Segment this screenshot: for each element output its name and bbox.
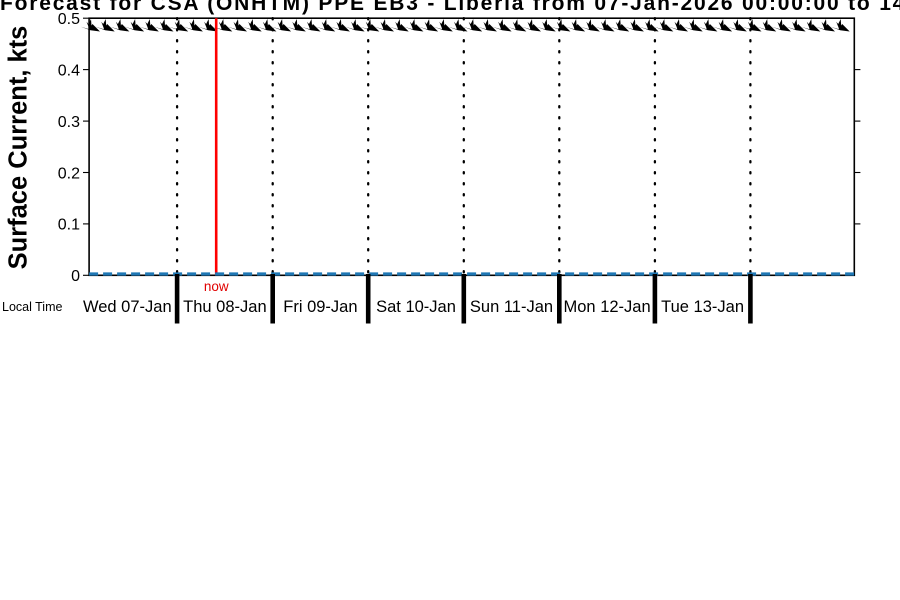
svg-text:Fri 09-Jan: Fri 09-Jan	[283, 298, 357, 316]
svg-text:0.1: 0.1	[58, 217, 80, 234]
svg-text:Sat 10-Jan: Sat 10-Jan	[376, 298, 456, 316]
svg-text:Wed 07-Jan: Wed 07-Jan	[83, 298, 172, 316]
svg-text:Mon 12-Jan: Mon 12-Jan	[564, 298, 651, 316]
svg-text:0.4: 0.4	[58, 62, 80, 79]
svg-text:Tue 13-Jan: Tue 13-Jan	[661, 298, 744, 316]
svg-text:Sun 11-Jan: Sun 11-Jan	[470, 298, 553, 316]
svg-text:0: 0	[71, 268, 80, 285]
svg-text:Local Time: Local Time	[2, 300, 62, 314]
svg-text:0.3: 0.3	[58, 114, 80, 131]
svg-text:Thu 08-Jan: Thu 08-Jan	[183, 298, 266, 316]
svg-text:0.5: 0.5	[58, 11, 80, 28]
svg-text:0.2: 0.2	[58, 165, 80, 182]
svg-text:now: now	[204, 279, 229, 294]
